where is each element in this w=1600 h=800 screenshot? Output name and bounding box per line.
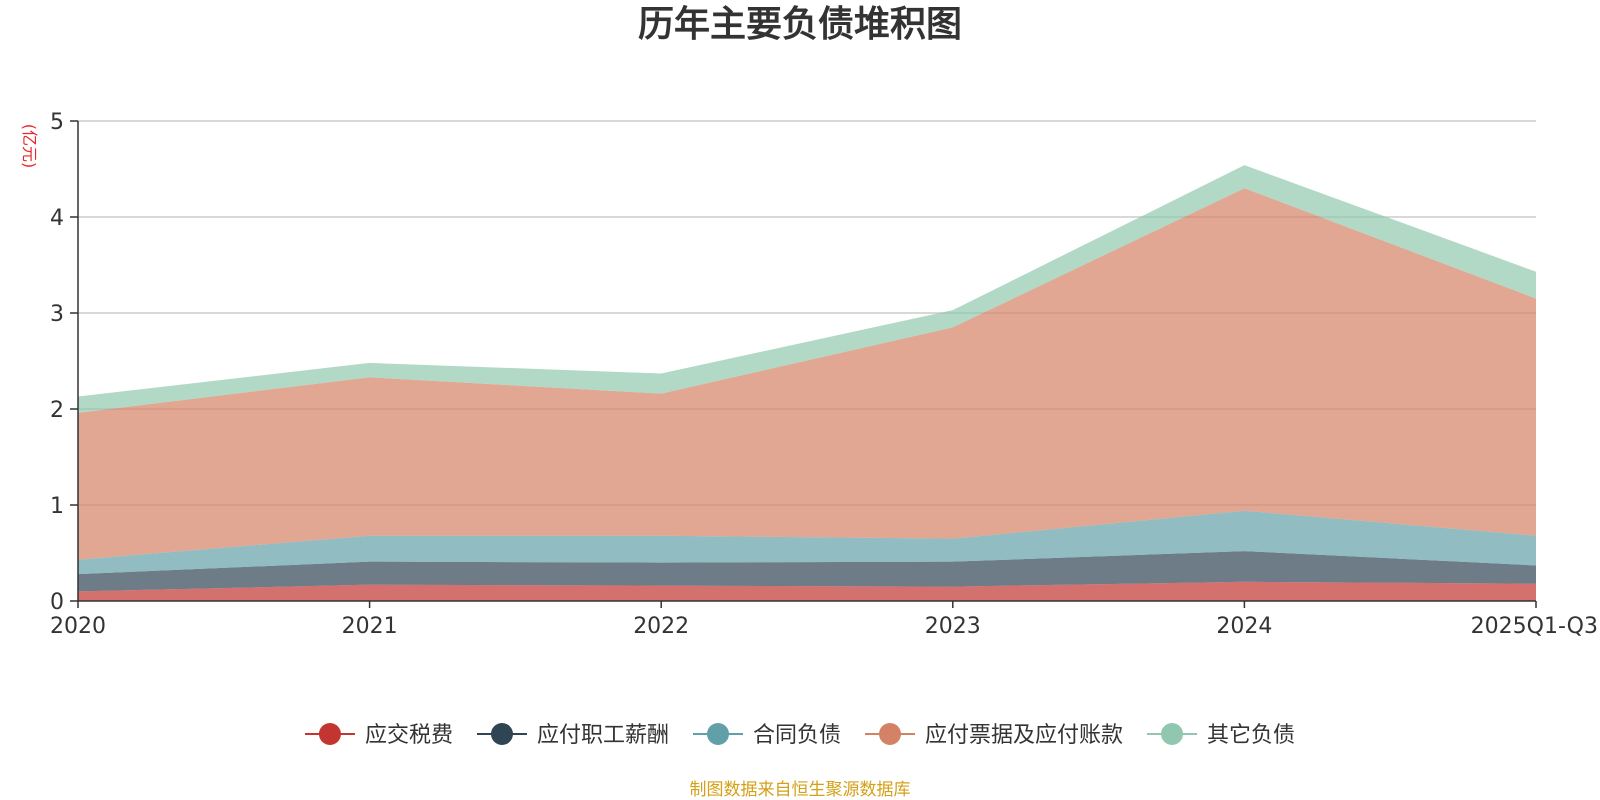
y-tick-label: 4 (50, 206, 64, 231)
legend-item: 应付职工薪酬 (476, 723, 669, 748)
area-series-1 (78, 581, 1536, 601)
legend-label: 应付票据及应付账款 (925, 723, 1123, 748)
legend-item: 应付票据及应付账款 (865, 723, 1123, 748)
legend: 应交税费 应付职工薪酬 合同负债 应付票据及应付账款 其它负债 (304, 723, 1295, 748)
legend-label: 应付职工薪酬 (537, 723, 669, 748)
legend-item: 其它负债 (1147, 723, 1295, 748)
area-series-5 (78, 165, 1536, 413)
data-source-note: 制图数据来自恒生聚源数据库 (690, 780, 911, 800)
legend-item: 应交税费 (304, 723, 453, 748)
legend-marker (879, 723, 902, 745)
legend-item: 合同负债 (692, 723, 841, 748)
y-tick-label: 0 (50, 590, 64, 615)
x-tick-label: 2020 (50, 614, 106, 639)
axes (77, 121, 1536, 602)
legend-marker (490, 723, 513, 745)
legend-label: 其它负债 (1207, 723, 1295, 748)
x-tick-label: 2023 (925, 614, 981, 639)
legend-marker (318, 723, 341, 745)
area-series-4 (78, 188, 1536, 560)
legend-label: 合同负债 (753, 723, 841, 748)
area-series-group (78, 165, 1536, 601)
area-series-3 (78, 510, 1536, 575)
x-tick-label: 2025Q1-Q3 (1471, 614, 1598, 639)
area-series-2 (78, 551, 1536, 592)
legend-marker (1161, 723, 1184, 745)
x-tick-label: 2021 (342, 614, 398, 639)
y-tick-label: 1 (50, 494, 64, 519)
y-tick-label: 5 (50, 110, 64, 135)
chart-title: 历年主要负债堆积图 (638, 4, 962, 45)
legend-label: 应交税费 (365, 723, 453, 748)
y-axis-unit-label: (亿元) (20, 124, 39, 169)
x-tick-label: 2024 (1216, 614, 1272, 639)
x-tick-labels: 2020 2021 2022 2023 2024 2025Q1-Q3 (50, 601, 1598, 639)
x-tick-label: 2022 (633, 614, 689, 639)
legend-marker (706, 723, 729, 745)
y-tick-label: 3 (50, 302, 64, 327)
y-tick-label: 2 (50, 398, 64, 423)
y-tick-labels: 0 1 2 3 4 5 (50, 110, 64, 615)
